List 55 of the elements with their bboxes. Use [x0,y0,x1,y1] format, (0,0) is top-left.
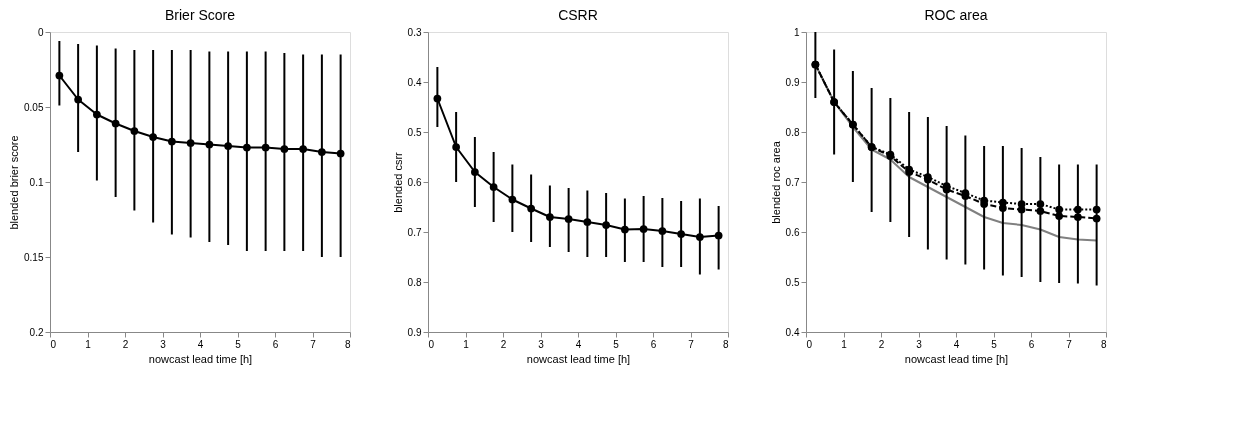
x-axis-title: nowcast lead time [h] [904,352,1009,365]
x-tick-label: 0 [428,338,435,350]
y-tick-label: 1 [793,26,800,38]
chart-title: ROC area [924,7,988,23]
x-tick-label: 2 [878,338,885,350]
x-tick-label: 4 [953,338,960,350]
x-tick-label: 5 [613,338,620,350]
y-axis-title: blended brier score [8,135,21,230]
x-tick-label: 6 [272,338,279,350]
x-tick-label: 8 [344,338,351,350]
x-tick-label: 8 [1100,338,1107,350]
y-tick-label: 0.9 [785,76,800,88]
x-tick-label: 1 [463,338,470,350]
x-tick-label: 3 [160,338,167,350]
x-tick-label: 5 [235,338,242,350]
chart-title: Brier Score [164,7,236,23]
y-tick-label: 0.5 [785,276,800,288]
y-tick-label: 0.2 [29,326,44,338]
y-tick-label: 0.15 [24,251,44,263]
y-tick-label: 0.1 [29,176,44,188]
y-tick-label: 0.4 [407,76,422,88]
x-tick-label: 1 [841,338,848,350]
y-tick-label: 0.5 [407,126,422,138]
x-tick-label: 3 [916,338,923,350]
x-axis-title: nowcast lead time [h] [148,352,253,365]
y-axis-title: blended roc area [769,140,782,224]
x-tick-label: 7 [1066,338,1073,350]
y-tick-label: 0.7 [785,176,800,188]
y-tick-label: 0.05 [24,101,44,113]
x-tick-label: 8 [722,338,729,350]
x-tick-label: 7 [310,338,317,350]
x-tick-label: 4 [197,338,204,350]
x-tick-label: 6 [1028,338,1035,350]
x-axis-title: nowcast lead time [h] [526,352,631,365]
x-tick-label: 7 [688,338,695,350]
y-tick-label: 0.7 [407,226,422,238]
x-tick-label: 0 [50,338,57,350]
x-tick-label: 4 [575,338,582,350]
x-tick-label: 2 [122,338,129,350]
y-tick-label: 0.6 [407,176,422,188]
y-axis-title: blended csrr [391,151,404,213]
y-tick-label: 0.9 [407,326,422,338]
x-tick-label: 0 [806,338,813,350]
y-tick-label: 0.4 [785,326,800,338]
y-tick-label: 0.8 [407,276,422,288]
chart-title: CSRR [558,7,598,23]
y-tick-label: 0 [37,26,44,38]
x-tick-label: 5 [991,338,998,350]
y-tick-label: 0.3 [407,26,422,38]
x-tick-label: 2 [500,338,507,350]
x-tick-label: 6 [650,338,657,350]
y-tick-label: 0.8 [785,126,800,138]
y-tick-label: 0.6 [785,226,800,238]
x-tick-label: 3 [538,338,545,350]
x-tick-label: 1 [85,338,92,350]
